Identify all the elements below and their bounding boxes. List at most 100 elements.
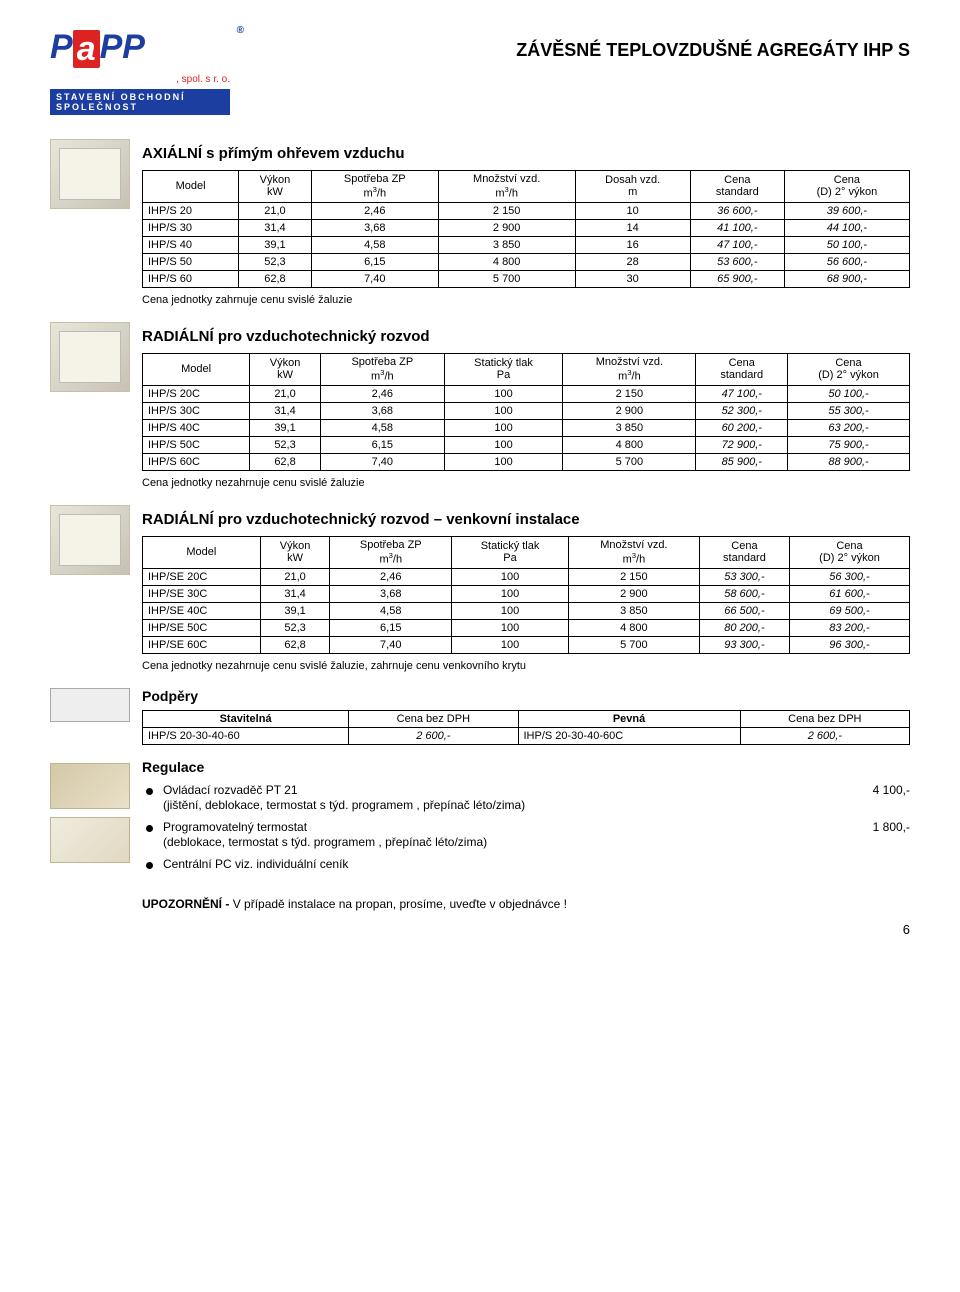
table-radial: ModelVýkonkWSpotřeba ZPm3/hStatický tlak… bbox=[142, 353, 910, 471]
section-title-radial: RADIÁLNÍ pro vzduchotechnický rozvod bbox=[142, 328, 910, 345]
bullet-icon bbox=[146, 788, 153, 795]
regulation-item-text: Programovatelný termostat(deblokace, ter… bbox=[163, 820, 853, 849]
table-cell: 2 150 bbox=[568, 568, 699, 585]
table-row: IHP/SE 50C52,36,151004 80080 200,-83 200… bbox=[143, 619, 910, 636]
table-cell: 62,8 bbox=[250, 453, 321, 470]
table-cell: 63 200,- bbox=[788, 419, 910, 436]
table-row: IHP/S 3031,43,682 9001441 100,-44 100,- bbox=[143, 219, 910, 236]
table-cell: 72 900,- bbox=[696, 436, 788, 453]
regulation-item-text: Centrální PC viz. individuální ceník bbox=[163, 857, 910, 871]
table-cell: 39,1 bbox=[250, 419, 321, 436]
table-cell: 16 bbox=[575, 236, 690, 253]
bullet-icon bbox=[146, 862, 153, 869]
table-cell: 58 600,- bbox=[699, 585, 789, 602]
table-cell: IHP/SE 30C bbox=[143, 585, 261, 602]
table-cell: 52,3 bbox=[260, 619, 330, 636]
table-cell: 28 bbox=[575, 253, 690, 270]
table-axial: ModelVýkonkWSpotřeba ZPm3/hMnožství vzd.… bbox=[142, 170, 910, 288]
table-cell: IHP/S 30C bbox=[143, 402, 250, 419]
table-cell: 80 200,- bbox=[699, 619, 789, 636]
table-cell: 96 300,- bbox=[789, 636, 909, 653]
table-cell: 93 300,- bbox=[699, 636, 789, 653]
table-cell: 3,68 bbox=[330, 585, 452, 602]
table-header-cell: Cenastandard bbox=[699, 536, 789, 568]
table-cell: 100 bbox=[452, 636, 569, 653]
page-header: PaPP ® , spol. s r. o. STAVEBNÍ OBCHODNÍ… bbox=[50, 30, 910, 115]
table-cell: IHP/S 20-30-40-60C bbox=[518, 728, 740, 745]
table-cell: IHP/SE 40C bbox=[143, 602, 261, 619]
table-header-cell: Model bbox=[143, 536, 261, 568]
table-cell: 4 800 bbox=[563, 436, 696, 453]
table-row: IHP/S 20C21,02,461002 15047 100,-50 100,… bbox=[143, 385, 910, 402]
table-cell: 61 600,- bbox=[789, 585, 909, 602]
table-cell: 69 500,- bbox=[789, 602, 909, 619]
table-supports: StavitelnáCena bez DPHPevnáCena bez DPH … bbox=[142, 710, 910, 746]
table-header-cell: Spotřeba ZPm3/h bbox=[330, 536, 452, 568]
table-cell: 4,58 bbox=[311, 236, 438, 253]
table-header-cell: Množství vzd.m3/h bbox=[568, 536, 699, 568]
table-cell: 65 900,- bbox=[690, 270, 784, 287]
table-header-cell: Pevná bbox=[518, 710, 740, 728]
table-row: IHP/S 6062,87,405 7003065 900,-68 900,- bbox=[143, 270, 910, 287]
table-cell: 2,46 bbox=[320, 385, 444, 402]
table-cell: 83 200,- bbox=[789, 619, 909, 636]
table-cell: 3,68 bbox=[311, 219, 438, 236]
table-cell: 100 bbox=[444, 436, 563, 453]
table-cell: 39 600,- bbox=[784, 202, 909, 219]
table-cell: IHP/SE 60C bbox=[143, 636, 261, 653]
logo-tagline: STAVEBNÍ OBCHODNÍ SPOLEČNOST bbox=[50, 89, 230, 115]
table-header-cell: Cena bez DPH bbox=[740, 710, 909, 728]
table-row: IHP/S 4039,14,583 8501647 100,-50 100,- bbox=[143, 236, 910, 253]
table-cell: IHP/SE 20C bbox=[143, 568, 261, 585]
table-radial-ext: ModelVýkonkWSpotřeba ZPm3/hStatický tlak… bbox=[142, 536, 910, 654]
table-cell: 52,3 bbox=[250, 436, 321, 453]
table-cell: 50 100,- bbox=[784, 236, 909, 253]
table-cell: 39,1 bbox=[260, 602, 330, 619]
warning-line: UPOZORNĚNÍ - V případě instalace na prop… bbox=[142, 897, 910, 911]
table-header-cell: Spotřeba ZPm3/h bbox=[320, 353, 444, 385]
table-cell: 66 500,- bbox=[699, 602, 789, 619]
table-cell: 5 700 bbox=[568, 636, 699, 653]
table-row: IHP/S 30C31,43,681002 90052 300,-55 300,… bbox=[143, 402, 910, 419]
warning-label: UPOZORNĚNÍ - bbox=[142, 897, 229, 911]
table-cell: 3 850 bbox=[563, 419, 696, 436]
table-cell: 5 700 bbox=[563, 453, 696, 470]
table-cell: 2 150 bbox=[563, 385, 696, 402]
table-cell: 6,15 bbox=[330, 619, 452, 636]
table-cell: 100 bbox=[444, 419, 563, 436]
table-cell: 31,4 bbox=[260, 585, 330, 602]
table-cell: 3,68 bbox=[320, 402, 444, 419]
table-cell: 6,15 bbox=[320, 436, 444, 453]
table-cell: 75 900,- bbox=[788, 436, 910, 453]
product-image-radial-ext bbox=[50, 505, 130, 575]
table-cell: 21,0 bbox=[250, 385, 321, 402]
regulation-item: Ovládací rozvaděč PT 21(jištění, debloka… bbox=[142, 783, 910, 812]
table-cell: 2 600,- bbox=[349, 728, 518, 745]
document-title: ZÁVĚSNÉ TEPLOVZDUŠNÉ AGREGÁTY IHP S bbox=[250, 30, 910, 61]
regulation-item-price: 4 100,- bbox=[853, 783, 910, 797]
table-header-cell: Cena(D) 2° výkon bbox=[784, 171, 909, 203]
table-cell: 30 bbox=[575, 270, 690, 287]
section-title-regulation: Regulace bbox=[142, 759, 910, 775]
table-cell: 52 300,- bbox=[696, 402, 788, 419]
table-cell: IHP/S 30 bbox=[143, 219, 239, 236]
product-image-axial bbox=[50, 139, 130, 209]
table-cell: 7,40 bbox=[320, 453, 444, 470]
table-cell: 7,40 bbox=[330, 636, 452, 653]
regulation-list: Ovládací rozvaděč PT 21(jištění, debloka… bbox=[142, 783, 910, 871]
table-cell: 68 900,- bbox=[784, 270, 909, 287]
table-cell: 5 700 bbox=[438, 270, 575, 287]
table-cell: 47 100,- bbox=[696, 385, 788, 402]
table-row: IHP/SE 60C62,87,401005 70093 300,-96 300… bbox=[143, 636, 910, 653]
regulation-item: Centrální PC viz. individuální ceník bbox=[142, 857, 910, 871]
table-cell: 2 900 bbox=[438, 219, 575, 236]
table-cell: 56 300,- bbox=[789, 568, 909, 585]
section-title-axial: AXIÁLNÍ s přímým ohřevem vzduchu bbox=[142, 145, 910, 162]
table-cell: 52,3 bbox=[239, 253, 312, 270]
page-number: 6 bbox=[903, 922, 910, 937]
bullet-icon bbox=[146, 825, 153, 832]
table-row: IHP/S 50C52,36,151004 80072 900,-75 900,… bbox=[143, 436, 910, 453]
table-cell: 7,40 bbox=[311, 270, 438, 287]
table-cell: 62,8 bbox=[239, 270, 312, 287]
product-image-radial bbox=[50, 322, 130, 392]
